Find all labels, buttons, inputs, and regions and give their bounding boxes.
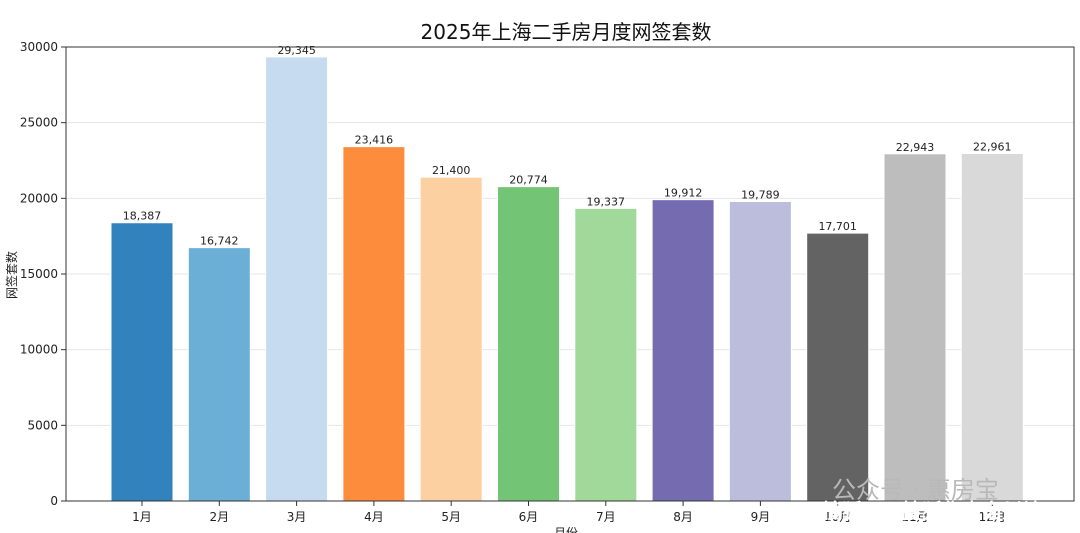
x-tick-label: 5月 — [441, 510, 461, 524]
value-label: 22,943 — [896, 141, 935, 154]
watermark-wechat: 公众号 · 惠房宝 — [832, 476, 999, 504]
bar-6月 — [497, 186, 560, 502]
x-tick-label: 8月 — [673, 510, 693, 524]
bar-1月 — [110, 222, 174, 502]
chart-title: 2025年上海二手房月度网签套数 — [421, 20, 712, 44]
y-tick-label: 30000 — [20, 40, 58, 54]
bar-3月 — [265, 56, 329, 502]
bar-4月 — [342, 146, 406, 502]
x-tick-label: 1月 — [132, 510, 152, 524]
bar-7月 — [574, 207, 638, 502]
y-tick-label: 5000 — [27, 418, 58, 432]
bar-10月 — [806, 232, 870, 502]
y-axis-ticks: 0 5000 10000 15000 20000 25000 30000 — [20, 40, 66, 508]
x-tick-label: 7月 — [596, 510, 616, 524]
x-tick-label: 11月 — [901, 510, 928, 524]
value-label: 17,701 — [818, 220, 857, 233]
value-labels: 18,387 16,742 29,345 23,416 21,400 20,774 19,3… — [123, 44, 1012, 248]
value-label: 29,345 — [277, 44, 316, 57]
bar-5月 — [419, 176, 483, 502]
x-tick-label: 10月 — [824, 510, 851, 524]
value-label: 23,416 — [355, 134, 394, 147]
value-label: 21,400 — [432, 164, 471, 177]
value-label: 19,789 — [741, 189, 780, 202]
x-axis-ticks: 1月 2月 3月 4月 5月 6月 7月 8月 9月 10月 11月 12月 — [132, 501, 1006, 524]
x-tick-label: 2月 — [209, 510, 229, 524]
bars — [110, 56, 1024, 502]
y-tick-label: 0 — [50, 494, 58, 508]
x-tick-label: 6月 — [519, 510, 539, 524]
bar-12月 — [960, 153, 1024, 502]
value-label: 19,337 — [587, 195, 626, 208]
value-label: 20,774 — [509, 174, 548, 187]
bar-9月 — [728, 201, 792, 502]
y-tick-label: 20000 — [20, 191, 58, 205]
value-label: 22,961 — [973, 141, 1012, 154]
bar-11月 — [883, 153, 947, 502]
x-tick-label: 9月 — [751, 510, 771, 524]
bar-8月 — [651, 199, 715, 502]
x-tick-label: 12月 — [979, 510, 1006, 524]
x-axis-label: 月份 — [554, 526, 578, 533]
value-label: 16,742 — [200, 235, 239, 248]
value-label: 18,387 — [123, 210, 162, 223]
x-tick-label: 3月 — [287, 510, 307, 524]
y-tick-label: 10000 — [20, 343, 58, 357]
y-tick-label: 15000 — [20, 267, 58, 281]
y-tick-label: 25000 — [20, 116, 58, 130]
y-axis-label: 网签套数 — [4, 251, 19, 299]
x-tick-label: 4月 — [364, 510, 384, 524]
watermark-sohu: 搜狐号@搜狐焦点宿州站 — [822, 499, 1042, 523]
bar-2月 — [187, 247, 251, 502]
value-label: 19,912 — [664, 187, 703, 200]
